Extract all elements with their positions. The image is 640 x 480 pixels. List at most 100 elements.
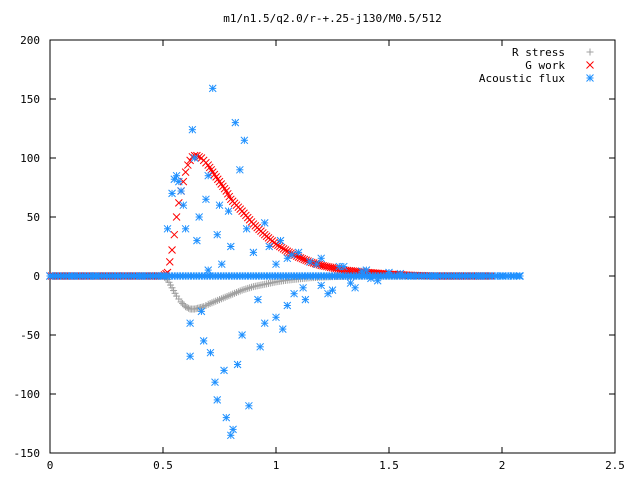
data-point-d2: [226, 431, 235, 440]
data-point: [177, 298, 185, 306]
data-point: [204, 171, 213, 180]
data-point-d2: [197, 307, 206, 316]
data-point-d2: [168, 246, 176, 254]
data-point-d2: [260, 319, 269, 328]
data-point-d2: [300, 255, 309, 264]
data-point-d2: [222, 187, 231, 195]
data-point: [283, 301, 292, 310]
data-point-d2: [186, 352, 194, 361]
data-point-d2: [335, 262, 344, 271]
data-point-d2: [207, 165, 216, 174]
legend-marker: [586, 74, 594, 82]
data-point-d2: [283, 254, 292, 263]
data-point: [256, 342, 265, 351]
data-point: [213, 396, 222, 404]
data-point: [181, 224, 190, 233]
data-point-d2: [181, 168, 190, 177]
legend-item: R stress: [512, 46, 594, 59]
data-point: [188, 125, 197, 134]
data-point-d2: [240, 136, 249, 145]
data-point: [231, 118, 240, 127]
data-point-d2: [204, 161, 213, 169]
data-point-d2: [224, 207, 233, 215]
data-point-d2: [249, 248, 258, 257]
data-point: [168, 189, 176, 198]
data-point: [193, 236, 201, 245]
data-point: [245, 401, 253, 410]
y-tick-label: 0: [33, 270, 40, 283]
data-point-d2: [302, 256, 310, 265]
data-point-d2: [328, 286, 337, 295]
data-point: [179, 300, 187, 308]
plot-frame: [49, 39, 616, 454]
y-tick-label: -100: [14, 388, 41, 401]
data-point-d2: [287, 250, 296, 259]
data-point-d2: [272, 260, 280, 269]
data-point: [163, 224, 172, 233]
data-point: [299, 283, 307, 292]
data-point-d2: [177, 187, 185, 195]
data-point: [199, 337, 208, 345]
data-point-d2: [229, 425, 237, 434]
data-point-d2: [208, 84, 217, 93]
legend-label: G work: [525, 59, 565, 72]
data-point: [174, 177, 183, 186]
data-point-d2: [351, 283, 359, 292]
data-point-d2: [301, 295, 310, 304]
data-point: [226, 431, 235, 440]
data-point: [202, 195, 210, 204]
data-point: [186, 319, 194, 328]
data-point-d2: [299, 283, 307, 292]
data-point-d2: [238, 331, 246, 339]
data-point: [238, 331, 246, 339]
data-point-d2: [181, 224, 190, 233]
data-point-d2: [283, 247, 292, 256]
data-point: [246, 284, 254, 292]
data-point-d2: [213, 396, 222, 404]
data-point-d2: [226, 242, 235, 251]
data-point-d2: [211, 378, 219, 387]
x-tick-label: 2.5: [605, 459, 625, 472]
data-point-d2: [233, 360, 242, 369]
y-tick-label: 50: [27, 211, 40, 224]
data-point-d2: [202, 195, 210, 204]
data-point-d2: [283, 301, 292, 310]
data-point: [204, 266, 213, 274]
data-point: [177, 187, 185, 195]
data-point: [515, 272, 524, 280]
data-point: [229, 425, 237, 434]
data-point-d2: [260, 219, 269, 227]
data-point: [312, 260, 321, 269]
data-point: [211, 378, 219, 387]
legend-marker: [586, 61, 594, 69]
data-point-d2: [309, 259, 318, 267]
legend-label: R stress: [512, 46, 565, 59]
data-point: [190, 154, 199, 162]
data-point-d2: [174, 198, 183, 207]
data-point: [208, 84, 217, 93]
data-point-d2: [168, 189, 176, 198]
data-point-d2: [317, 254, 326, 263]
data-point: [235, 165, 244, 174]
data-point: [224, 207, 233, 215]
data-point: [233, 360, 242, 369]
data-point: [181, 168, 190, 177]
data-point-d2: [205, 163, 214, 172]
data-point-d2: [306, 257, 314, 266]
data-point: [195, 213, 204, 221]
data-point: [204, 161, 213, 169]
plot-border: [49, 39, 616, 454]
data-point-d2: [184, 161, 192, 169]
data-point-d2: [188, 152, 197, 161]
data-point: [217, 260, 226, 269]
data-point: [335, 262, 344, 271]
data-point-d2: [199, 337, 208, 345]
legend-marker: [586, 48, 594, 56]
data-point-d2: [235, 165, 244, 174]
legend-marker-d2: [586, 61, 594, 69]
data-point-d2: [172, 213, 181, 221]
data-point: [222, 413, 231, 422]
